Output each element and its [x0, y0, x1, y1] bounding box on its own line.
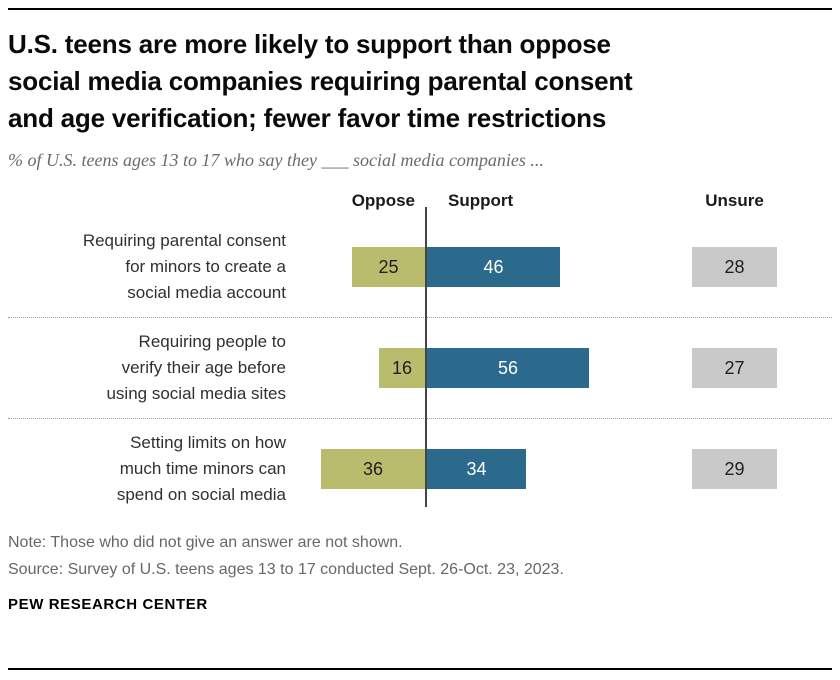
column-header-support: Support	[448, 191, 514, 210]
bar-value: 56	[497, 357, 519, 378]
chart-row: Requiring people to verify their age befo…	[8, 317, 832, 418]
support-bar: 46	[427, 247, 560, 287]
oppose-bar: 25	[352, 247, 425, 287]
bar-value: 25	[378, 256, 399, 277]
source-text: Source: Survey of U.S. teens ages 13 to …	[8, 561, 564, 578]
top-rule	[8, 8, 832, 10]
oppose-bar: 16	[379, 348, 425, 388]
bar-area: 36 34 29	[298, 419, 832, 519]
chart-row: Requiring parental consent for minors to …	[8, 217, 832, 317]
bottom-rule	[8, 668, 832, 670]
unsure-bar: 28	[692, 247, 777, 287]
diverging-bar-chart: Oppose Support Unsure Requiring parental…	[8, 189, 832, 519]
bar-value: 46	[483, 256, 504, 277]
unsure-bar: 29	[692, 449, 777, 489]
bar-value: 36	[362, 458, 384, 479]
chart-subtitle: % of U.S. teens ages 13 to 17 who say th…	[8, 150, 544, 170]
row-label: Requiring parental consent for minors to …	[82, 231, 286, 302]
unsure-bar: 27	[692, 348, 777, 388]
column-header-unsure: Unsure	[705, 191, 764, 210]
bar-value: 16	[391, 357, 413, 378]
infographic: U.S. teens are more likely to support th…	[0, 8, 840, 680]
bar-value: 34	[466, 458, 487, 479]
bar-area: 16 56 27	[298, 318, 832, 418]
support-bar: 34	[427, 449, 526, 489]
bar-value: 27	[724, 357, 745, 378]
zero-axis-line	[425, 207, 427, 507]
chart-title: U.S. teens are more likely to support th…	[8, 29, 633, 133]
support-bar: 56	[427, 348, 589, 388]
oppose-bar: 36	[321, 449, 425, 489]
column-header-oppose: Oppose	[351, 191, 415, 210]
bar-area: 25 46 28	[298, 217, 832, 317]
row-label: Requiring people to verify their age befo…	[106, 332, 286, 403]
bar-value: 29	[724, 458, 745, 479]
bar-value: 28	[724, 256, 745, 277]
column-headers: Oppose Support Unsure	[8, 189, 832, 217]
chart-row: Setting limits on how much time minors ca…	[8, 418, 832, 519]
chart-rows: Requiring parental consent for minors to …	[8, 217, 832, 519]
note-text: Note: Those who did not give an answer a…	[8, 534, 403, 551]
brand-name: PEW RESEARCH CENTER	[8, 596, 208, 613]
row-label: Setting limits on how much time minors ca…	[116, 433, 286, 504]
